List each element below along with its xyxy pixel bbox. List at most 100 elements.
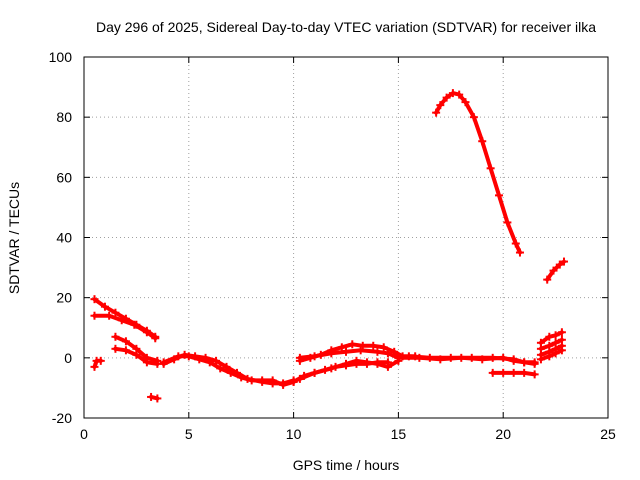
data-point: [509, 355, 518, 364]
data-point: [90, 362, 99, 371]
data-point: [442, 93, 451, 102]
data-point: [121, 346, 130, 355]
data-point: [373, 347, 382, 356]
data-point: [117, 316, 126, 325]
y-tick-label: 40: [56, 230, 72, 246]
data-point: [356, 346, 365, 355]
series-group: [90, 89, 568, 403]
data-point: [216, 364, 225, 373]
data-point: [96, 356, 105, 365]
data-point: [237, 373, 246, 382]
data-point: [310, 352, 319, 361]
x-tick-label: 0: [80, 426, 88, 442]
data-point: [362, 358, 371, 367]
data-point: [379, 343, 388, 352]
data-point: [520, 358, 529, 367]
data-point: [467, 353, 476, 362]
data-point: [342, 359, 350, 368]
data-point: [495, 191, 504, 200]
data-point: [545, 352, 554, 361]
y-tick-label: 60: [56, 169, 72, 185]
data-point: [373, 359, 382, 368]
grid: [84, 57, 608, 418]
chart-title: Day 296 of 2025, Sidereal Day-to-day VTE…: [96, 19, 596, 35]
data-point: [327, 364, 336, 373]
data-point: [100, 302, 109, 311]
data-point: [448, 89, 457, 98]
data-point: [295, 374, 304, 383]
data-point: [511, 239, 520, 248]
data-point: [499, 368, 508, 377]
data-point: [212, 356, 221, 365]
y-tick-label: 0: [64, 350, 72, 366]
data-point: [545, 332, 554, 341]
series-arc-19: [538, 337, 564, 351]
data-point: [530, 370, 539, 379]
x-tick-label: 5: [185, 426, 193, 442]
x-tick-label: 25: [600, 426, 616, 442]
data-point: [478, 137, 487, 146]
data-point: [111, 308, 120, 317]
data-point: [358, 341, 367, 350]
data-point: [436, 101, 445, 110]
data-point: [90, 311, 99, 320]
y-axis-label: SDTVAR / TECUs: [6, 182, 22, 294]
data-point: [295, 353, 304, 362]
data-point: [195, 355, 204, 364]
data-point: [90, 295, 99, 304]
data-point: [151, 334, 160, 343]
data-point: [530, 358, 539, 367]
data-point: [551, 331, 560, 340]
series-arc-20: [538, 343, 564, 357]
data-point: [105, 311, 114, 320]
data-point: [559, 257, 568, 266]
data-point: [147, 392, 156, 401]
data-point: [369, 341, 378, 350]
data-point: [111, 344, 120, 353]
data-point: [289, 377, 298, 386]
data-point: [446, 353, 455, 362]
y-tick-label: 100: [49, 49, 73, 65]
y-tick-label: -20: [52, 410, 72, 426]
data-point: [348, 340, 357, 349]
ticks: 0 5 10 15 20 25 -20 0 20 40 60 80 100: [49, 49, 616, 442]
data-point: [515, 248, 524, 257]
data-point: [184, 352, 193, 361]
data-point: [394, 353, 403, 362]
data-point: [488, 368, 497, 377]
data-point: [111, 332, 120, 341]
data-point: [159, 358, 168, 367]
data-point: [509, 368, 518, 377]
data-point: [337, 343, 346, 352]
x-tick-label: 10: [286, 426, 302, 442]
data-point: [121, 337, 130, 346]
data-point: [383, 349, 392, 358]
data-point: [268, 376, 277, 385]
data-point: [174, 352, 183, 361]
data-point: [549, 266, 558, 275]
data-point: [425, 353, 434, 362]
data-point: [226, 368, 235, 377]
data-point: [503, 218, 512, 227]
data-point: [247, 376, 256, 385]
data-point: [520, 368, 529, 377]
data-point: [557, 346, 566, 355]
data-point: [555, 260, 564, 269]
data-point: [488, 353, 497, 362]
x-tick-label: 15: [391, 426, 407, 442]
series-arc-17: [545, 259, 566, 282]
data-point: [543, 275, 552, 284]
data-point: [327, 349, 336, 358]
data-point: [461, 98, 470, 107]
y-tick-label: 80: [56, 109, 72, 125]
y-tick-label: 20: [56, 290, 72, 306]
x-axis-label: GPS time / hours: [293, 457, 400, 473]
data-point: [130, 320, 139, 329]
data-point: [142, 358, 151, 367]
data-point: [310, 368, 319, 377]
data-point: [258, 376, 267, 385]
data-point: [469, 113, 478, 122]
data-point: [352, 356, 361, 365]
data-point: [557, 328, 566, 337]
